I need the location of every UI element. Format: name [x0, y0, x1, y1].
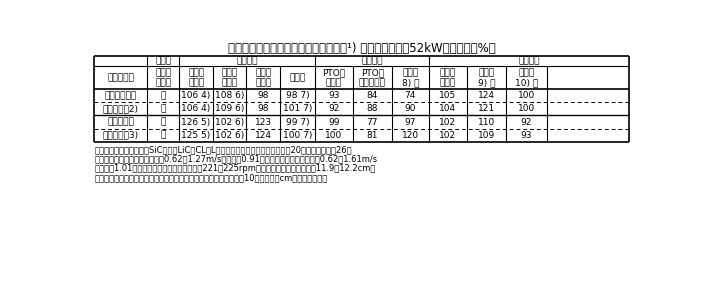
Text: 100: 100 [517, 91, 535, 100]
Text: 条　　件: 条 件 [237, 57, 258, 66]
Text: ッチ比: ッチ比 [255, 78, 271, 87]
Text: 97: 97 [405, 117, 416, 127]
Text: 無: 無 [161, 104, 166, 114]
Text: 106 4): 106 4) [182, 104, 210, 114]
Text: 102: 102 [439, 131, 457, 140]
Text: PTO比: PTO比 [322, 69, 346, 78]
Text: 一段低速の: 一段低速の [107, 117, 134, 127]
Text: 作　業: 作 業 [188, 69, 204, 78]
Text: 109: 109 [478, 131, 495, 140]
Text: 同一速度段の: 同一速度段の [104, 91, 137, 100]
Text: 88: 88 [367, 104, 378, 114]
Text: 77: 77 [367, 117, 378, 127]
Text: 動力比: 動力比 [326, 78, 342, 87]
Text: 93: 93 [520, 131, 532, 140]
Text: 100: 100 [325, 131, 343, 140]
Text: 有: 有 [161, 117, 166, 127]
Text: の平均、４）開発機作業速度：0.62〜1.27m/s（平均：0.91）、５）開発機作業速度：0.62〜1.61m/s: の平均、４）開発機作業速度：0.62〜1.27m/s（平均：0.91）、５）開発… [95, 155, 378, 164]
Text: 124: 124 [478, 91, 495, 100]
Text: 100: 100 [517, 104, 535, 114]
Text: 90: 90 [405, 104, 416, 114]
Text: 開発機: 開発機 [155, 57, 171, 66]
Text: 没率比: 没率比 [440, 78, 456, 87]
Text: 爪軸回: 爪軸回 [221, 69, 237, 78]
Text: 120: 120 [402, 131, 419, 140]
Text: 有: 有 [161, 91, 166, 100]
Text: 98 7): 98 7) [286, 91, 310, 100]
Text: 92: 92 [328, 104, 340, 114]
Text: 124: 124 [255, 131, 272, 140]
Text: 125 5): 125 5) [182, 131, 210, 140]
Text: 93: 93 [328, 91, 340, 100]
Text: 速度比: 速度比 [188, 78, 204, 87]
Text: 精　　度: 精 度 [518, 57, 540, 66]
Text: 104: 104 [439, 104, 457, 114]
Text: 110: 110 [478, 117, 495, 127]
Text: 表２　現行機に対する開発機の性能比¹) （供試トラクタ52kW）（単位：%）: 表２ 現行機に対する開発機の性能比¹) （供試トラクタ52kW）（単位：%） [227, 42, 496, 55]
Text: 耕深比: 耕深比 [289, 73, 306, 82]
Text: 92: 92 [520, 117, 532, 127]
Text: 108 6): 108 6) [215, 91, 244, 100]
Text: 109 6): 109 6) [215, 104, 244, 114]
Text: 100 7): 100 7) [283, 131, 313, 140]
Text: 9) 比: 9) 比 [477, 78, 495, 87]
Text: 耕転ビ: 耕転ビ [255, 69, 271, 78]
Text: 10) 比: 10) 比 [515, 78, 538, 87]
Text: 比較の対象: 比較の対象 [107, 73, 134, 82]
Text: 転数比: 転数比 [221, 78, 237, 87]
Text: 99 7): 99 7) [286, 117, 310, 127]
Text: ８）トラクタを前方へ押す力、９）評点による（大きいほど良）、10）土塊径４cm未満の質量割合: ８）トラクタを前方へ押す力、９）評点による（大きいほど良）、10）土塊径４cm未… [95, 173, 328, 182]
Text: の有無: の有無 [155, 78, 171, 87]
Text: エネルギ比: エネルギ比 [359, 78, 386, 87]
Text: １）未耕起水田（土性：SiC２回、LiC、CL、L）での５回の試験の平均値、２）20区の平均、３）26区: １）未耕起水田（土性：SiC２回、LiC、CL、L）での５回の試験の平均値、２）… [95, 145, 353, 155]
Text: 固定爪: 固定爪 [155, 69, 171, 78]
Text: 砕土率: 砕土率 [518, 69, 534, 78]
Text: 121: 121 [478, 104, 495, 114]
Text: （平均：1.01）、６）開発機の爪軸回転数：221〜225rpm、７）開発機の平均耕深：11.9〜12.2cm、: （平均：1.01）、６）開発機の爪軸回転数：221〜225rpm、７）開発機の平… [95, 164, 377, 173]
Text: 推進力: 推進力 [403, 69, 418, 78]
Text: 無: 無 [161, 131, 166, 140]
Text: 102: 102 [439, 117, 457, 127]
Text: 106 4): 106 4) [182, 91, 210, 100]
Text: 8) 比: 8) 比 [402, 78, 419, 87]
Text: 101 7): 101 7) [283, 104, 313, 114]
Text: 現　行　機3): 現 行 機3) [103, 131, 139, 140]
Text: 123: 123 [255, 117, 272, 127]
Text: 105: 105 [439, 91, 457, 100]
Text: 98: 98 [258, 91, 269, 100]
Text: 99: 99 [328, 117, 340, 127]
Text: 稲株埋: 稲株埋 [440, 69, 456, 78]
Text: 動　　力: 動 力 [361, 57, 383, 66]
Text: PTO比: PTO比 [361, 69, 384, 78]
Text: 98: 98 [258, 104, 269, 114]
Text: 102 6): 102 6) [215, 117, 244, 127]
Text: 84: 84 [367, 91, 378, 100]
Text: 126 5): 126 5) [182, 117, 210, 127]
Text: 均平度: 均平度 [478, 69, 494, 78]
Text: 現　行　機2): 現 行 機2) [103, 104, 139, 114]
Text: 102 6): 102 6) [215, 131, 244, 140]
Text: 81: 81 [367, 131, 378, 140]
Text: 74: 74 [405, 91, 416, 100]
